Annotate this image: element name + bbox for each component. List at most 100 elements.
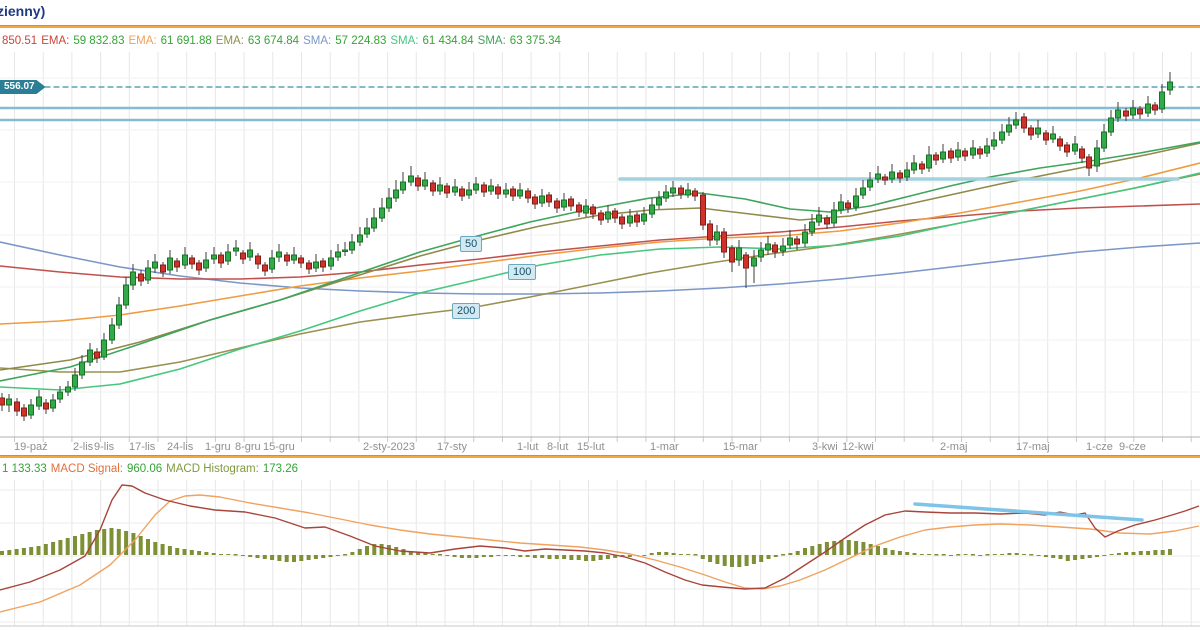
histogram-bar (503, 555, 508, 556)
candle-body (422, 179, 428, 187)
histogram-bar (532, 555, 537, 558)
histogram-bar (1058, 555, 1063, 559)
histogram-bar (1065, 555, 1070, 561)
indicator-part: 59 832.83 (73, 35, 125, 47)
histogram-bar (1007, 553, 1012, 555)
histogram-bar (627, 555, 632, 557)
date-tick-label: 17-sty (437, 441, 467, 453)
histogram-bar (284, 555, 289, 562)
histogram-bar (1102, 555, 1107, 556)
candle-body (262, 264, 268, 272)
candle-body (525, 190, 531, 199)
candle-body (130, 271, 136, 286)
candle-body (211, 254, 217, 260)
histogram-bar (1160, 550, 1165, 555)
candle-body (656, 197, 662, 206)
candle-body (576, 204, 582, 213)
macd-part: 173.26 (262, 463, 299, 475)
histogram-bar (1043, 555, 1048, 557)
indicator-part: SMA: (390, 35, 419, 47)
candle-body (28, 404, 34, 416)
histogram-bar (912, 553, 917, 555)
histogram-bar (518, 555, 523, 557)
macd-signal-line (0, 494, 1200, 613)
histogram-bar (0, 551, 4, 555)
candle-body (933, 154, 939, 161)
candle-body (452, 186, 458, 193)
candle-body (1057, 138, 1063, 147)
candle-body (612, 210, 618, 219)
candle-body (772, 244, 778, 253)
histogram-bar (956, 554, 961, 556)
candle-body (152, 261, 158, 269)
candle-body (1115, 109, 1121, 119)
candle-body (72, 374, 78, 388)
indicator-part: SMA: (303, 35, 332, 47)
histogram-bar (386, 545, 391, 555)
histogram-bar (138, 536, 143, 555)
candle-body (6, 398, 12, 406)
candle-body (36, 396, 42, 407)
candle-body (539, 195, 545, 204)
candle-body (984, 145, 990, 154)
histogram-bar (299, 555, 304, 561)
candle-body (897, 172, 903, 179)
candle-body (634, 214, 640, 223)
histogram-bar (167, 546, 172, 555)
indicator-part: 850.51 (2, 35, 38, 47)
histogram-bar (1036, 555, 1041, 556)
candle-body (1152, 104, 1158, 111)
candle-body (101, 339, 107, 358)
orange-separator-top (0, 25, 1200, 28)
histogram-bar (700, 555, 705, 559)
candle-body (860, 187, 866, 196)
histogram-bar (102, 529, 107, 555)
histogram-bar (678, 554, 683, 555)
histogram-bar (1168, 549, 1172, 555)
candle-body (853, 195, 859, 208)
histogram-bar (1087, 555, 1092, 558)
histogram-bar (109, 528, 114, 555)
candle-body (641, 213, 647, 222)
date-tick-label: 1-mar (650, 441, 679, 453)
ma-line-sma-lightgreen (0, 172, 1200, 391)
histogram-bar (175, 548, 180, 555)
histogram-bar (51, 542, 56, 555)
ma-line-ema-orange (0, 162, 1200, 325)
histogram-bar (219, 554, 223, 555)
histogram-bar (708, 555, 713, 562)
date-tick-label: 15-gru (263, 441, 295, 453)
candle-body (882, 176, 888, 181)
histogram-bar (277, 555, 282, 561)
candle-body (364, 227, 370, 235)
histogram-bar (197, 551, 202, 555)
histogram-bar (978, 555, 983, 556)
candle-body (203, 259, 209, 269)
histogram-bar (430, 554, 435, 555)
macd-part: 1 133.33 (2, 463, 47, 475)
candle-body (145, 267, 151, 281)
date-tick-label: 8-lut (547, 441, 569, 453)
candle-body (174, 260, 180, 268)
indicator-part: 57 224.83 (335, 35, 387, 47)
histogram-bar (759, 555, 764, 562)
candle-body (473, 183, 479, 191)
histogram-bar (394, 547, 399, 555)
candle-body (590, 206, 596, 215)
candle-body (459, 188, 465, 197)
candle-body (955, 149, 961, 158)
histogram-bar (226, 554, 231, 555)
candle-body (1043, 132, 1049, 141)
candle-body (1079, 148, 1085, 159)
candle-body (940, 151, 946, 160)
histogram-bar (817, 544, 822, 555)
candle-body (488, 185, 494, 192)
indicator-part: EMA: (41, 35, 70, 47)
candle-body (240, 252, 246, 260)
histogram-bar (357, 549, 362, 555)
histogram-bar (511, 555, 515, 556)
ma-line-sma-blue (0, 241, 1200, 295)
indicator-part: 63 375.34 (509, 35, 561, 47)
histogram-bar (189, 550, 194, 555)
